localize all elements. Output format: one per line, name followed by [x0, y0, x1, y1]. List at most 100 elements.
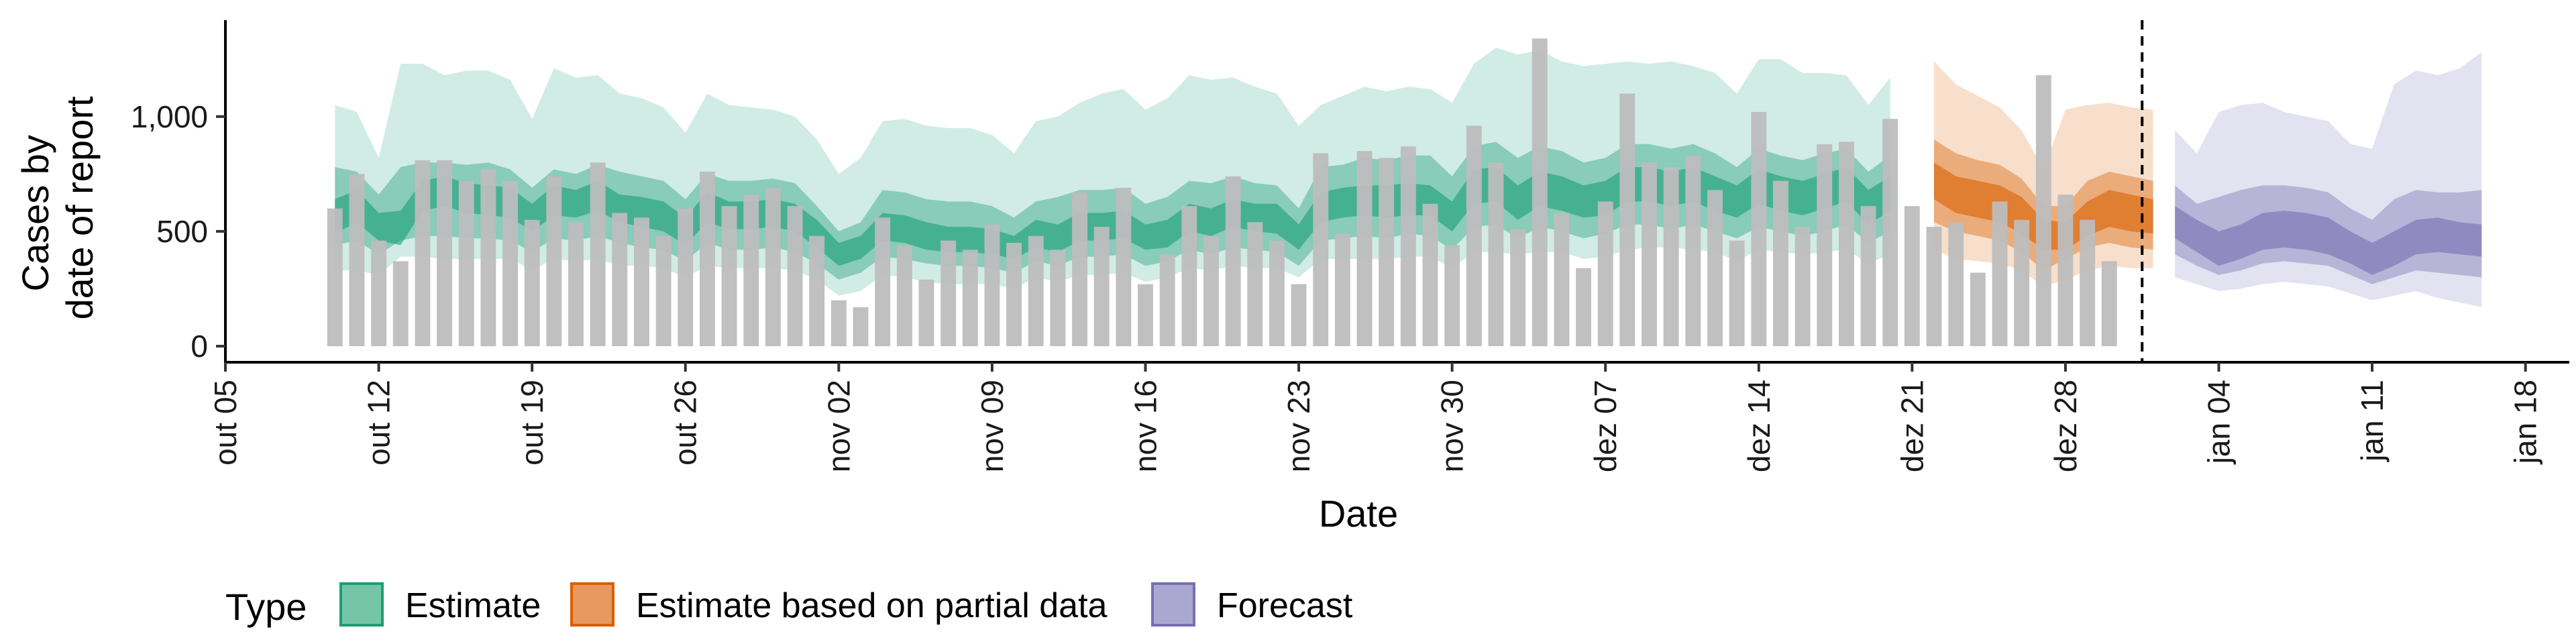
bar	[700, 171, 715, 346]
bar	[809, 235, 825, 346]
bar	[1839, 142, 1854, 346]
legend-key-forecast	[1151, 582, 1195, 627]
bar	[1247, 222, 1263, 346]
bar	[612, 213, 628, 346]
bar	[941, 240, 957, 346]
band-2-2	[2175, 206, 2482, 275]
bar	[1159, 254, 1175, 346]
bar	[1006, 243, 1022, 346]
bar	[2014, 219, 2030, 347]
bar	[1685, 155, 1701, 346]
bar	[546, 176, 562, 347]
bar	[1356, 151, 1373, 346]
bar	[590, 162, 606, 346]
bar	[853, 307, 869, 347]
bar	[1422, 203, 1438, 346]
bar	[524, 219, 540, 347]
bar	[1860, 206, 1876, 346]
bar	[1488, 162, 1504, 346]
x-tick-label: out 26	[668, 380, 703, 466]
bar	[1093, 227, 1110, 347]
x-ticks: out 05 out 12 out 19 out 26 nov 02 nov 09 nov …	[208, 362, 2543, 472]
bar	[1291, 284, 1307, 346]
bar	[765, 187, 781, 347]
bar	[392, 261, 409, 346]
bar	[1466, 125, 1482, 346]
x-tick-label: jan 18	[2508, 380, 2543, 465]
bar	[1138, 284, 1153, 346]
bar	[787, 206, 803, 346]
legend-key-partial	[570, 582, 614, 627]
bar	[2035, 75, 2051, 346]
bar	[875, 217, 891, 347]
y-tick-label: 0	[191, 329, 208, 364]
bar	[1510, 229, 1526, 347]
bar	[743, 195, 759, 346]
bar	[918, 279, 934, 347]
x-tick-label: nov 09	[975, 380, 1010, 472]
bar	[634, 217, 649, 347]
bar	[1028, 235, 1044, 346]
bar	[1072, 192, 1087, 346]
bar	[1576, 268, 1591, 347]
x-tick-label: nov 23	[1281, 380, 1316, 472]
bar	[1554, 213, 1570, 346]
x-tick-label: jan 11	[2355, 380, 2390, 463]
bar	[1707, 190, 1723, 347]
bar	[1817, 144, 1833, 347]
bar	[1992, 201, 2008, 346]
legend-item-partial: Estimate based on partial data	[570, 582, 1108, 627]
bar	[1379, 158, 1395, 347]
x-tick-label: nov 02	[821, 380, 856, 472]
bar	[480, 169, 496, 347]
bar	[1882, 119, 1898, 347]
bar	[2080, 219, 2096, 347]
legend-item-forecast: Forecast	[1151, 582, 1353, 627]
bar	[962, 250, 978, 347]
legend-label-estimate: Estimate	[405, 586, 541, 625]
bar	[1663, 167, 1679, 347]
bar	[1334, 233, 1350, 346]
y-axis-title: Cases by date of report	[14, 96, 101, 320]
bar	[678, 208, 694, 347]
bar	[415, 160, 431, 347]
x-tick-label: dez 07	[1588, 380, 1623, 472]
bar	[1597, 201, 1613, 346]
x-tick-label: out 19	[515, 380, 549, 466]
bar	[1773, 180, 1788, 346]
bar	[371, 240, 387, 346]
bar	[896, 245, 912, 346]
bar	[721, 206, 737, 346]
bar	[1444, 245, 1460, 346]
bar	[1181, 206, 1197, 346]
legend-title: Type	[225, 586, 307, 628]
y-tick-label: 1,000	[131, 99, 208, 134]
bar	[327, 208, 343, 347]
bar	[1619, 93, 1635, 346]
x-tick-label: nov 16	[1128, 380, 1163, 472]
x-axis-title: Date	[1319, 492, 1398, 535]
bar	[437, 160, 452, 347]
bar	[1116, 187, 1132, 347]
bar-layer	[327, 38, 2117, 347]
y-axis-title-line-1: Cases by	[14, 135, 56, 291]
bar	[655, 235, 672, 346]
bar	[2101, 261, 2117, 346]
bar	[1926, 227, 1942, 347]
bar	[1948, 222, 1964, 346]
x-tick-label: nov 30	[1435, 380, 1470, 472]
x-tick-label: dez 14	[1741, 380, 1776, 472]
x-tick-label: out 05	[208, 380, 243, 466]
bar	[1203, 235, 1219, 346]
bar	[1225, 176, 1241, 347]
axes	[224, 20, 2569, 364]
x-tick-label: dez 28	[2048, 380, 2083, 472]
legend-label-partial: Estimate based on partial data	[636, 586, 1108, 625]
bar	[1729, 240, 1745, 346]
bar	[568, 222, 584, 346]
bar	[1904, 206, 1920, 346]
legend-label-forecast: Forecast	[1217, 586, 1353, 625]
y-ticks: 0 500 1,000	[131, 99, 225, 364]
bar	[2057, 195, 2074, 346]
bar	[1532, 38, 1548, 347]
